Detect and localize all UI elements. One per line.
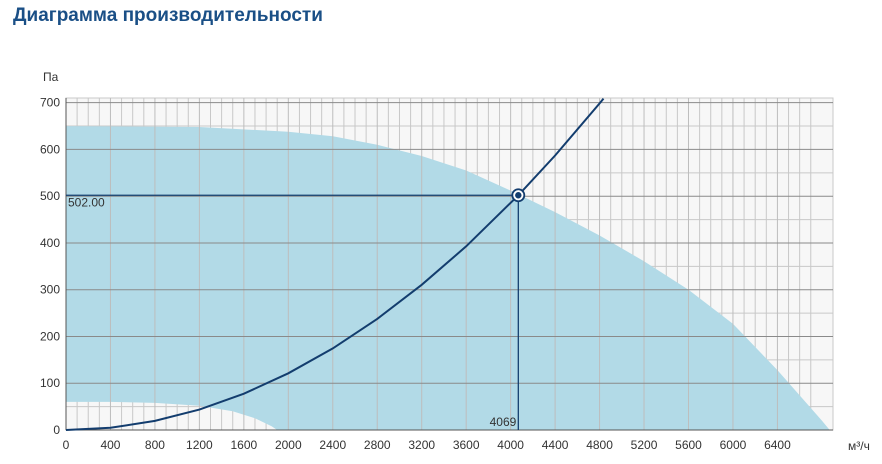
x-tick-label: 2800 xyxy=(364,438,391,452)
x-tick-label: 4400 xyxy=(542,438,569,452)
x-tick-label: 4800 xyxy=(586,438,613,452)
y-tick-label: 400 xyxy=(40,236,60,250)
x-tick-label: 2400 xyxy=(319,438,346,452)
axes xyxy=(65,98,833,431)
tick-labels: 0 400 800 1200 1600 2000 2400 2800 3200 3600 4000 4… xyxy=(40,96,791,452)
x-tick-label: 400 xyxy=(100,438,120,452)
chart-title: Диаграмма производительности xyxy=(13,5,323,26)
y-tick-label: 0 xyxy=(53,423,60,437)
system-curve xyxy=(65,97,605,431)
x-tick-label: 1200 xyxy=(186,438,213,452)
x-tick-label: 6000 xyxy=(720,438,747,452)
operating-point-group: 502.00 4069 xyxy=(65,97,605,431)
y-tick-label: 300 xyxy=(40,283,60,297)
x-tick-label: 6400 xyxy=(764,438,791,452)
x-tick-label: 3200 xyxy=(408,438,435,452)
operating-point-y-label: 502.00 xyxy=(68,195,105,209)
x-tick-label: 5600 xyxy=(675,438,702,452)
major-grid xyxy=(66,98,833,430)
operating-point-marker-dot xyxy=(515,192,522,199)
y-unit-label: Па xyxy=(43,70,59,84)
x-tick-label: 800 xyxy=(145,438,165,452)
y-tick-label: 100 xyxy=(40,376,60,390)
x-tick-label: 1600 xyxy=(231,438,258,452)
y-tick-label: 500 xyxy=(40,189,60,203)
x-tick-label: 5200 xyxy=(631,438,658,452)
x-tick-label: 4000 xyxy=(497,438,524,452)
y-tick-label: 600 xyxy=(40,142,60,156)
operating-region xyxy=(66,126,830,430)
y-tick-label: 700 xyxy=(40,96,60,110)
x-tick-label: 2000 xyxy=(275,438,302,452)
y-tick-label: 200 xyxy=(40,329,60,343)
operating-point-x-label: 4069 xyxy=(490,415,517,429)
x-tick-label: 3600 xyxy=(453,438,480,452)
x-unit-label: м³/ч xyxy=(848,439,870,453)
x-tick-label: 0 xyxy=(63,438,70,452)
